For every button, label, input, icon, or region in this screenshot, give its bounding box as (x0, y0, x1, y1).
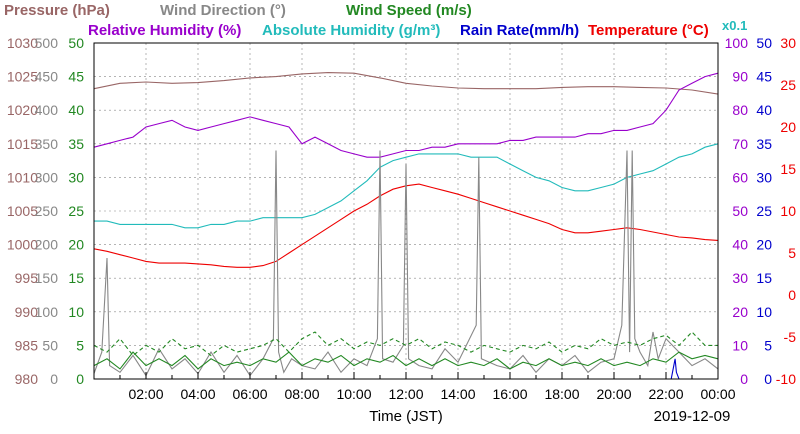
series-line-4 (93, 150, 719, 377)
humidity-tick-label: 20 (732, 304, 748, 320)
humidity-tick-label: 80 (732, 102, 748, 118)
wind_direction-tick-label: 50 (42, 337, 58, 353)
series-line-6 (93, 331, 718, 357)
x-tick-label: 08:00 (284, 386, 319, 402)
rain_rate-tick-label: 20 (756, 237, 772, 253)
humidity-tick-label: 0 (740, 371, 748, 387)
x-tick-label: 04:00 (180, 386, 215, 402)
temperature-tick-label: -5 (784, 329, 797, 345)
pressure-tick-label: 1000 (7, 237, 38, 253)
pressure-tick-label: 1030 (7, 35, 38, 51)
rain_rate-tick-label: 30 (756, 169, 772, 185)
wind_speed-tick-label: 0 (76, 371, 84, 387)
x-tick-label: 10:00 (336, 386, 371, 402)
x-tick-label: 02:00 (128, 386, 163, 402)
temperature-tick-label: 10 (780, 203, 796, 219)
wind_speed-tick-label: 30 (68, 169, 84, 185)
wind_direction-tick-label: 250 (35, 203, 59, 219)
pressure-tick-label: 995 (15, 270, 39, 286)
humidity-tick-label: 30 (732, 270, 748, 286)
wind_direction-tick-label: 150 (35, 270, 59, 286)
temperature-tick-label: 15 (780, 161, 796, 177)
wind_speed-tick-label: 25 (68, 203, 84, 219)
legend-title-1: Wind Direction (°) (160, 2, 286, 19)
legend-title-4: Absolute Humidity (g/m³) (262, 22, 440, 39)
humidity-tick-label: 50 (732, 203, 748, 219)
rain_rate-tick-label: 35 (756, 136, 772, 152)
rain_rate-tick-label: 40 (756, 102, 772, 118)
wind_direction-tick-label: 400 (35, 102, 59, 118)
pressure-tick-label: 1010 (7, 169, 38, 185)
rain_rate-tick-label: 25 (756, 203, 772, 219)
legend-title-5: Rain Rate(mm/h) (460, 22, 579, 39)
chart-header: Pressure (hPa) Wind Direction (°) Wind Spe… (4, 2, 747, 39)
legend-title-6: Temperature (°C) (588, 22, 709, 39)
legend-title-7: x0.1 (722, 18, 747, 33)
x-tick-label: 12:00 (388, 386, 423, 402)
humidity-tick-label: 100 (725, 35, 749, 51)
x-tick-label: 18:00 (544, 386, 579, 402)
pressure-tick-label: 1020 (7, 102, 38, 118)
x-axis-label: Time (JST) (369, 408, 443, 425)
series-line-2 (94, 143, 719, 229)
rain_rate-tick-label: 45 (756, 69, 772, 85)
wind_direction-tick-label: 450 (35, 69, 59, 85)
legend-title-2: Wind Speed (m/s) (346, 2, 472, 19)
date-label: 2019-12-09 (654, 408, 731, 425)
pressure-tick-label: 980 (15, 371, 39, 387)
temperature-tick-label: 5 (788, 245, 796, 261)
x-tick-label: 22:00 (648, 386, 683, 402)
chart-series (93, 72, 719, 380)
wind_direction-tick-label: 350 (35, 136, 59, 152)
series-line-5 (93, 351, 719, 370)
temperature-tick-label: 30 (780, 35, 796, 51)
legend-title-0: Pressure (hPa) (4, 2, 110, 19)
x-tick-label: 14:00 (440, 386, 475, 402)
humidity-tick-label: 70 (732, 136, 748, 152)
chart-grid (94, 43, 718, 379)
wind_speed-tick-label: 15 (68, 270, 84, 286)
wind_speed-tick-label: 45 (68, 69, 84, 85)
pressure-tick-label: 1015 (7, 136, 38, 152)
wind_speed-tick-label: 20 (68, 237, 84, 253)
x-tick-label: 20:00 (596, 386, 631, 402)
humidity-tick-label: 40 (732, 237, 748, 253)
series-line-0 (93, 72, 719, 95)
wind_speed-tick-label: 10 (68, 304, 84, 320)
rain_rate-tick-label: 5 (764, 337, 772, 353)
wind_direction-tick-label: 200 (35, 237, 59, 253)
humidity-tick-label: 10 (732, 337, 748, 353)
pressure-tick-label: 985 (15, 337, 39, 353)
wind_speed-tick-label: 40 (68, 102, 84, 118)
humidity-tick-label: 90 (732, 69, 748, 85)
wind_direction-tick-label: 500 (35, 35, 59, 51)
x-tick-label: 00:00 (700, 386, 735, 402)
wind_speed-tick-label: 5 (76, 337, 84, 353)
rain_rate-tick-label: 50 (756, 35, 772, 51)
wind_speed-tick-label: 35 (68, 136, 84, 152)
series-line-1 (93, 72, 719, 158)
x-tick-label: 16:00 (492, 386, 527, 402)
wind_direction-tick-label: 0 (50, 371, 58, 387)
wind_direction-tick-label: 100 (35, 304, 59, 320)
legend-title-3: Relative Humidity (%) (88, 22, 241, 39)
y-axes: 9809859909951000100510101015102010251030… (7, 35, 796, 387)
humidity-tick-label: 60 (732, 169, 748, 185)
wind_speed-tick-label: 50 (68, 35, 84, 51)
temperature-tick-label: 20 (780, 119, 796, 135)
wind_direction-tick-label: 300 (35, 169, 59, 185)
pressure-tick-label: 1025 (7, 69, 38, 85)
x-tick-label: 06:00 (232, 386, 267, 402)
temperature-tick-label: 25 (780, 77, 796, 93)
temperature-tick-label: -10 (776, 371, 796, 387)
temperature-tick-label: 0 (788, 287, 796, 303)
rain_rate-tick-label: 10 (756, 304, 772, 320)
x-axis: 02:00 04:00 06:00 08:00 10:00 12:00 14:00 16:00… (93, 372, 736, 402)
rain_rate-tick-label: 0 (764, 371, 772, 387)
pressure-tick-label: 990 (15, 304, 39, 320)
rain_rate-tick-label: 15 (756, 270, 772, 286)
pressure-tick-label: 1005 (7, 203, 38, 219)
